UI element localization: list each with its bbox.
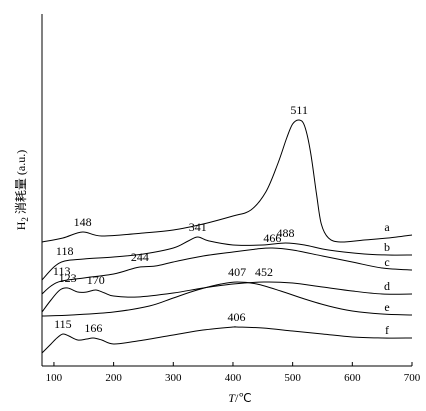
peak-label: 113	[53, 264, 71, 278]
x-tick-label: 600	[344, 372, 361, 384]
peak-label: 244	[131, 250, 149, 264]
peak-label: 407	[228, 265, 246, 279]
series-label-e: e	[384, 300, 389, 314]
peak-label: 115	[54, 317, 72, 331]
plot-frame	[41, 14, 412, 367]
x-tick-label: 100	[46, 372, 63, 384]
peak-label: 123	[59, 271, 77, 285]
peak-label: 511	[290, 103, 308, 117]
curve-e	[41, 281, 413, 317]
series-label-b: b	[384, 240, 390, 254]
x-axis-ticks: 100 200 300 400 500 600 700	[46, 362, 421, 384]
peak-label: 148	[74, 215, 92, 229]
curve-b	[41, 236, 413, 281]
peak-label: 488	[276, 226, 294, 240]
x-tick-label: 200	[105, 372, 122, 384]
x-tick-label: 400	[225, 372, 242, 384]
curve-c	[41, 247, 413, 295]
x-axis-title: T/℃	[228, 391, 252, 405]
peak-label: 466	[263, 231, 281, 245]
curve-a	[41, 119, 413, 243]
series-label-f: f	[385, 323, 389, 337]
curve-f	[41, 326, 413, 354]
peak-label: 452	[255, 265, 273, 279]
series-label-a: a	[384, 220, 390, 234]
y-axis-title: H2 消耗量 (a.u.)	[14, 150, 30, 231]
series-label-c: c	[384, 255, 389, 269]
curves-group	[41, 119, 413, 354]
curve-d	[41, 281, 413, 313]
x-tick-label: 500	[284, 372, 301, 384]
peak-label: 166	[84, 321, 102, 335]
peak-labels: 148 511 118 341 488 113 244 466 123 170 452 407 115 1…	[53, 103, 308, 335]
peak-label: 406	[228, 310, 246, 324]
series-label-d: d	[384, 279, 390, 293]
peak-label: 341	[189, 220, 207, 234]
x-tick-label: 700	[404, 372, 421, 384]
x-tick-label: 300	[165, 372, 182, 384]
peak-label: 170	[87, 273, 105, 287]
peak-label: 118	[56, 244, 74, 258]
